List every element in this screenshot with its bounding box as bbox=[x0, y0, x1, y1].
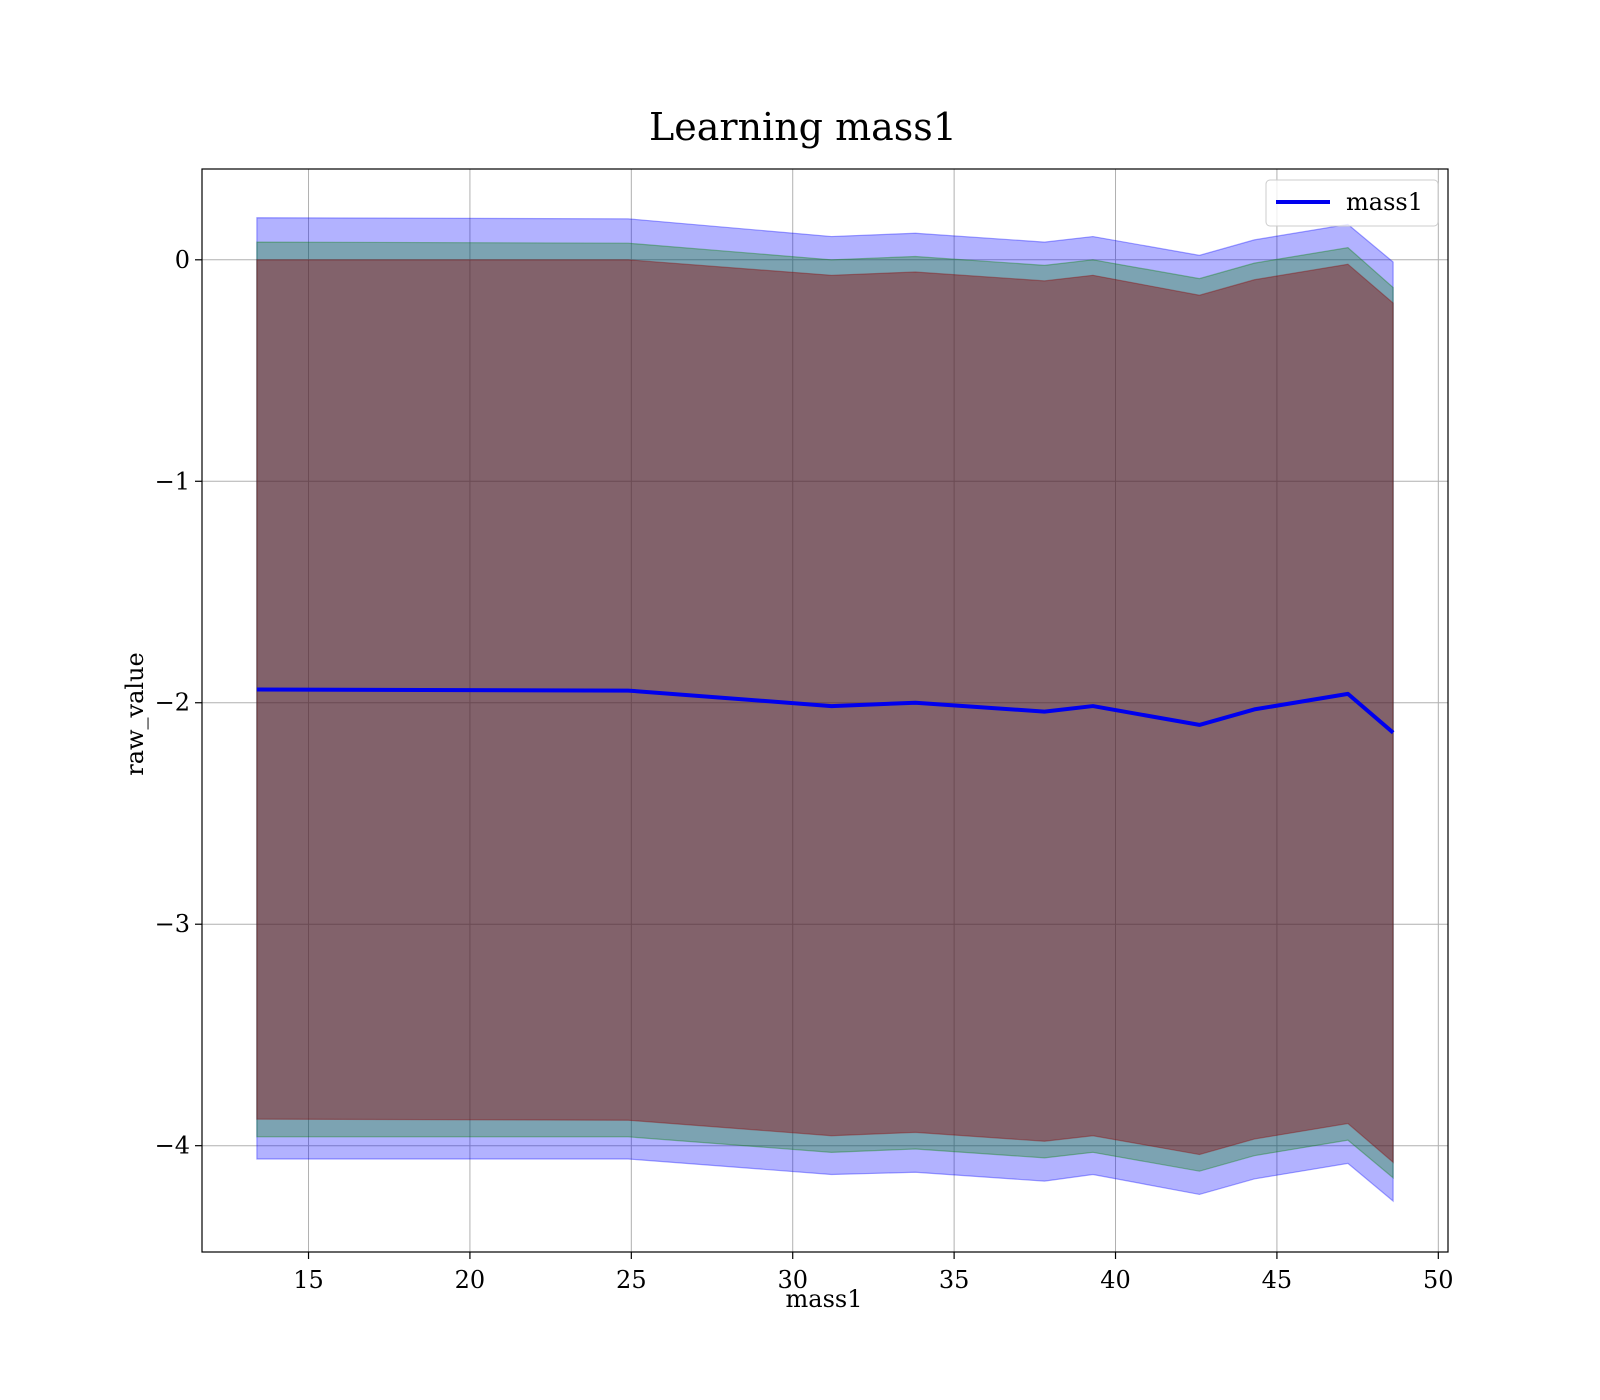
legend-label: mass1 bbox=[1346, 188, 1423, 216]
x-tick-label: 50 bbox=[1423, 1266, 1454, 1294]
y-axis-label: raw_value bbox=[121, 652, 149, 776]
legend: mass1 bbox=[1265, 179, 1439, 227]
chart-title: Learning mass1 bbox=[649, 105, 957, 149]
y-tick-label: −1 bbox=[155, 467, 190, 495]
series-lines bbox=[256, 687, 1395, 735]
x-axis-label: mass1 bbox=[786, 1285, 863, 1313]
y-tick-label: −3 bbox=[155, 910, 190, 938]
x-axis-ticks: 15 20 25 30 35 40 45 50 bbox=[293, 1252, 1454, 1294]
x-tick-label: 20 bbox=[455, 1266, 486, 1294]
confidence-bands bbox=[256, 217, 1394, 1203]
legend-box bbox=[1265, 179, 1439, 227]
y-tick-label: 0 bbox=[175, 246, 190, 274]
y-axis-ticks: 0 −1 −2 −3 −4 bbox=[155, 246, 202, 1160]
confidence-band-0 bbox=[256, 217, 1394, 1203]
confidence-band-1 bbox=[256, 241, 1394, 1180]
x-tick-label: 30 bbox=[777, 1266, 808, 1294]
series-line-0 bbox=[256, 687, 1395, 735]
x-tick-label: 15 bbox=[293, 1266, 324, 1294]
x-tick-label: 45 bbox=[1262, 1266, 1293, 1294]
plot-area-frame bbox=[201, 168, 1449, 1253]
x-tick-label: 40 bbox=[1100, 1266, 1131, 1294]
x-tick-label: 35 bbox=[939, 1266, 970, 1294]
y-tick-label: −4 bbox=[155, 1132, 190, 1160]
confidence-band-2 bbox=[256, 259, 1394, 1164]
y-tick-label: −2 bbox=[155, 689, 190, 717]
x-tick-label: 25 bbox=[616, 1266, 647, 1294]
